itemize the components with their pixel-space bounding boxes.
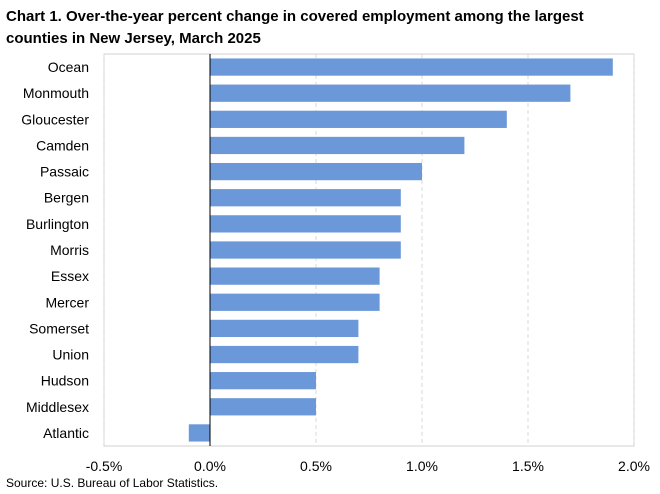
source-note: Source: U.S. Bureau of Labor Statistics. xyxy=(6,476,219,490)
category-label: Atlantic xyxy=(43,425,89,441)
category-label: Bergen xyxy=(44,190,89,206)
bar xyxy=(188,424,210,442)
x-tick-label: 1.0% xyxy=(406,458,438,474)
bar xyxy=(210,58,613,76)
x-tick-label: 1.5% xyxy=(512,458,544,474)
category-label: Monmouth xyxy=(23,85,89,101)
bar xyxy=(210,319,359,338)
chart-title: Chart 1. Over-the-year percent change in… xyxy=(6,8,584,47)
category-label: Union xyxy=(52,347,89,363)
category-label: Ocean xyxy=(48,59,89,75)
bar xyxy=(210,189,401,207)
x-tick-label: 0.0% xyxy=(194,458,226,474)
category-label: Mercer xyxy=(45,294,89,310)
category-label: Middlesex xyxy=(26,399,89,415)
category-label: Burlington xyxy=(26,216,89,232)
category-label: Somerset xyxy=(29,320,89,336)
category-label: Passaic xyxy=(40,164,89,180)
bars xyxy=(188,58,613,442)
bar xyxy=(210,293,380,311)
bar xyxy=(210,136,465,155)
x-tick-label: 2.0% xyxy=(618,458,650,474)
category-label: Camden xyxy=(36,137,89,153)
bar xyxy=(210,398,316,416)
bar xyxy=(210,372,316,390)
bar xyxy=(210,162,422,181)
bar xyxy=(210,241,401,259)
category-label: Hudson xyxy=(41,373,89,389)
category-label: Gloucester xyxy=(21,111,89,127)
bar xyxy=(210,345,359,364)
category-label: Essex xyxy=(51,268,89,284)
bar xyxy=(210,84,571,102)
bar xyxy=(210,110,507,128)
bar xyxy=(210,215,401,233)
x-tick-label: -0.5% xyxy=(86,458,123,474)
bar xyxy=(210,267,380,285)
category-labels: Ocean Monmouth Gloucester Camden Passaic Berg… xyxy=(21,59,89,441)
category-label: Morris xyxy=(50,242,89,258)
x-tick-label: 0.5% xyxy=(300,458,332,474)
x-tick-labels: -0.5% 0.0% 0.5% 1.0% 1.5% 2.0% xyxy=(86,458,650,474)
